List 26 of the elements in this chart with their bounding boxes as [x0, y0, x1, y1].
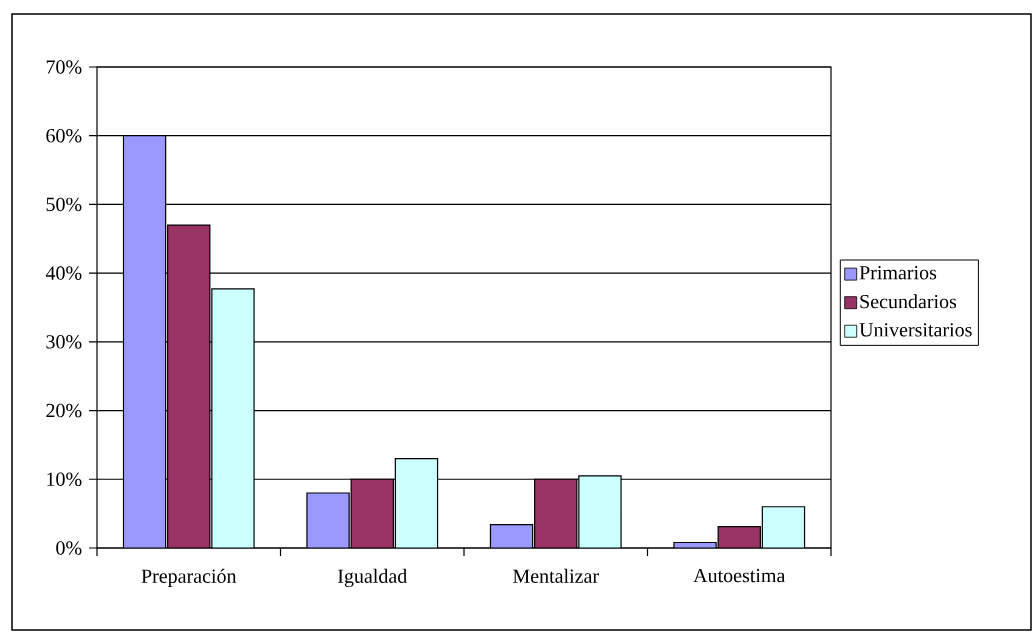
y-tick-label: 70% — [46, 60, 82, 74]
bar — [211, 288, 255, 548]
bar — [534, 478, 578, 548]
legend-label: Primarios — [859, 266, 937, 280]
bar — [306, 492, 350, 548]
y-tick-label: 20% — [46, 403, 82, 418]
x-tick-label: Preparación — [141, 568, 237, 588]
y-tick-label: 10% — [47, 472, 82, 487]
bar — [350, 478, 394, 548]
y-tick-label: 40% — [45, 266, 82, 280]
y-tick-label: 60% — [46, 128, 82, 143]
x-tick-label: Autoestima — [693, 568, 786, 583]
y-tick-label: 30% — [46, 335, 82, 349]
legend-label: Secundarios — [860, 294, 957, 309]
y-tick-label: 0% — [56, 541, 82, 555]
bar — [761, 506, 806, 548]
legend-label: Universitarios — [859, 323, 972, 337]
bar — [489, 524, 534, 548]
bar — [717, 526, 761, 548]
x-tick-label: Mentalizar — [513, 568, 599, 583]
y-tick-label: 50% — [46, 197, 82, 212]
bar — [122, 135, 167, 548]
bar — [578, 475, 622, 548]
bar — [394, 458, 439, 548]
bar — [167, 224, 211, 548]
x-tick-label: Igualdad — [337, 568, 407, 588]
